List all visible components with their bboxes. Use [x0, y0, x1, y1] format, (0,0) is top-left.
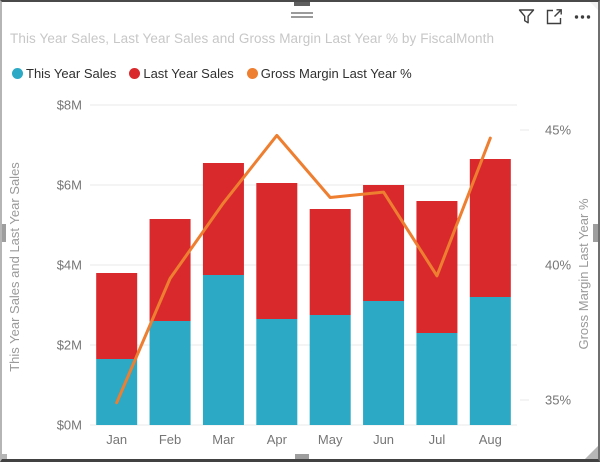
resize-handle-bottom-left[interactable] [2, 454, 7, 459]
drag-handle[interactable] [291, 12, 313, 20]
y-axis-tick-label: $4M [57, 258, 82, 273]
gross-margin-line[interactable] [115, 133, 492, 405]
x-axis-label: Jun [373, 432, 394, 447]
bar-last-year-sales-feb[interactable] [149, 219, 191, 321]
y-axis-tick-label: $2M [57, 338, 82, 353]
left-axis-title: This Year Sales and Last Year Sales [7, 162, 22, 372]
bar-this-year-sales-mar[interactable] [202, 275, 244, 425]
bar-last-year-sales-may[interactable] [309, 209, 351, 315]
x-axis-label: Apr [267, 432, 288, 447]
right-axis-title: Gross Margin Last Year % [576, 198, 591, 349]
legend-marker-icon [12, 68, 23, 79]
bar-last-year-sales-jan[interactable] [96, 273, 138, 359]
x-axis-label: Mar [212, 432, 235, 447]
legend-item[interactable]: Gross Margin Last Year % [246, 66, 412, 81]
bar-this-year-sales-aug[interactable] [469, 297, 511, 425]
bar-this-year-sales-feb[interactable] [149, 321, 191, 425]
resize-handle-bottom-right[interactable] [585, 446, 598, 459]
bar-last-year-sales-jul[interactable] [416, 201, 458, 333]
x-axis-label: Feb [159, 432, 181, 447]
visual-title: This Year Sales, Last Year Sales and Gro… [10, 31, 495, 46]
x-axis-label: May [318, 432, 343, 447]
resize-handle-top[interactable] [294, 2, 310, 6]
y-axis-tick-label: $0M [57, 418, 82, 433]
visual-toolbar [517, 7, 592, 26]
x-axis-label: Jan [106, 432, 127, 447]
legend-label: Last Year Sales [143, 66, 234, 81]
x-axis-label: Jul [429, 432, 446, 447]
filter-icon[interactable] [517, 7, 536, 26]
resize-handle-right[interactable] [593, 224, 598, 242]
pct-axis-tick-label: 40% [545, 258, 571, 273]
bar-this-year-sales-apr[interactable] [256, 319, 298, 425]
legend-item[interactable]: Last Year Sales [129, 66, 234, 81]
legend: This Year Sales Last Year Sales Gross Marg… [12, 66, 412, 81]
resize-handle-top-right[interactable] [590, 2, 598, 10]
bar-this-year-sales-jul[interactable] [416, 333, 458, 425]
x-axis-label: Aug [479, 432, 502, 447]
y-axis-tick-label: $6M [57, 178, 82, 193]
bar-last-year-sales-apr[interactable] [256, 183, 298, 319]
more-options-icon[interactable] [573, 7, 592, 26]
bar-last-year-sales-aug[interactable] [469, 159, 511, 297]
legend-marker-icon [129, 68, 141, 79]
y-axis-tick-label: $8M [57, 98, 82, 113]
bar-this-year-sales-may[interactable] [309, 315, 351, 425]
bar-last-year-sales-jun[interactable] [363, 185, 405, 301]
focus-mode-icon[interactable] [545, 7, 564, 26]
pct-axis-tick-label: 35% [545, 393, 571, 408]
resize-handle-bottom[interactable] [295, 454, 309, 459]
legend-item[interactable]: This Year Sales [12, 66, 116, 81]
bar-this-year-sales-jun[interactable] [363, 301, 405, 425]
legend-label: This Year Sales [26, 66, 117, 81]
bar-last-year-sales-mar[interactable] [202, 163, 244, 275]
resize-handle-left[interactable] [2, 224, 6, 242]
legend-label: Gross Margin Last Year % [260, 66, 412, 81]
legend-marker-icon [246, 68, 258, 79]
drag-handle-line [291, 16, 313, 18]
pct-axis-tick-label: 45% [545, 123, 571, 138]
drag-handle-line [291, 12, 313, 14]
